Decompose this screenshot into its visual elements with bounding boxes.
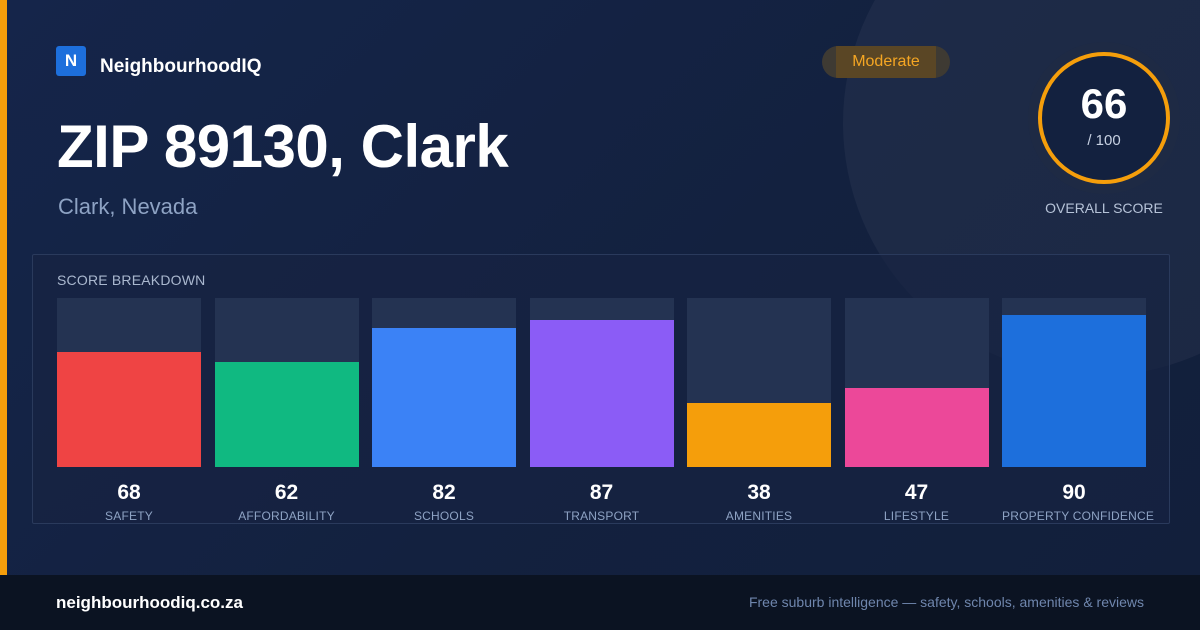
bar-value: 90: [1062, 481, 1086, 504]
footer-tagline: Free suburb intelligence — safety, schoo…: [748, 594, 1144, 610]
overall-score-max: / 100: [1087, 132, 1121, 149]
bar-fill: [57, 352, 201, 467]
accent-bar: [0, 0, 7, 575]
bar-value: 82: [432, 481, 456, 504]
bar-label: SAFETY: [105, 509, 153, 523]
location-subtitle: Clark, Nevada: [58, 194, 198, 219]
bar-label: SCHOOLS: [413, 509, 475, 523]
bar-column-lifestyle: 47 LIFESTYLE: [844, 298, 989, 523]
bar-value: 38: [747, 481, 771, 504]
brand-name: NeighbourhoodIQ: [100, 56, 262, 77]
bar-label: TRANSPORT: [563, 509, 640, 523]
bar-track: [844, 298, 989, 467]
bar-column-schools: 82 SCHOOLS: [372, 298, 516, 523]
brand-logo-icon: N: [56, 46, 86, 76]
score-breakdown-panel: SCORE BREAKDOWN 68 SAFETY 62 AFFORDABILITY 8…: [32, 254, 1170, 524]
bar-fill: [844, 388, 989, 467]
bar-fill: [372, 328, 516, 467]
bar-label: AFFORDABILITY: [238, 509, 335, 523]
bar-fill: [529, 320, 674, 467]
location-title: ZIP 89130, Clark: [57, 113, 509, 180]
footer-site-link[interactable]: neighbourhoodiq.co.za: [56, 593, 243, 612]
overall-score-ring: 66 / 100: [1028, 42, 1180, 194]
bar-track: [687, 298, 831, 467]
bar-label: PROPERTY CONFIDENCE: [1002, 509, 1155, 523]
bar-column-affordability: 62 AFFORDABILITY: [214, 298, 359, 523]
overall-score-value: 66: [1080, 80, 1128, 127]
bar-fill: [687, 403, 831, 467]
bar-track: [372, 298, 516, 467]
bar-value: 62: [274, 481, 299, 504]
bar-track: [57, 298, 201, 467]
bar-fill: [214, 362, 359, 467]
overall-score-label: OVERALL SCORE: [1045, 200, 1163, 216]
bar-column-amenities: 38 AMENITIES: [687, 298, 831, 523]
bar-value: 47: [904, 481, 929, 504]
rating-badge: Moderate: [822, 46, 950, 78]
bar-value: 87: [589, 481, 614, 504]
bar-track: [214, 298, 359, 467]
bar-label: AMENITIES: [725, 509, 793, 523]
bar-column-property-confidence: 90 PROPERTY CONFIDENCE: [1002, 298, 1155, 523]
rating-badge-label: Moderate: [852, 53, 920, 70]
footer: neighbourhoodiq.co.za Free suburb intell…: [0, 575, 1200, 630]
bar-column-safety: 68 SAFETY: [57, 298, 201, 523]
score-ring-stroke: [1038, 52, 1170, 184]
bar-column-transport: 87 TRANSPORT: [529, 298, 674, 523]
brand: N NeighbourhoodIQ: [56, 46, 262, 77]
bar-track: [1002, 298, 1146, 467]
bar-label: LIFESTYLE: [883, 509, 950, 523]
bar-track: [529, 298, 674, 467]
score-card: N NeighbourhoodIQ Moderate ZIP 89130, Cl…: [0, 0, 1200, 575]
breakdown-title: SCORE BREAKDOWN: [57, 272, 206, 288]
bar-value: 68: [117, 481, 141, 504]
bar-fill: [1002, 315, 1146, 467]
